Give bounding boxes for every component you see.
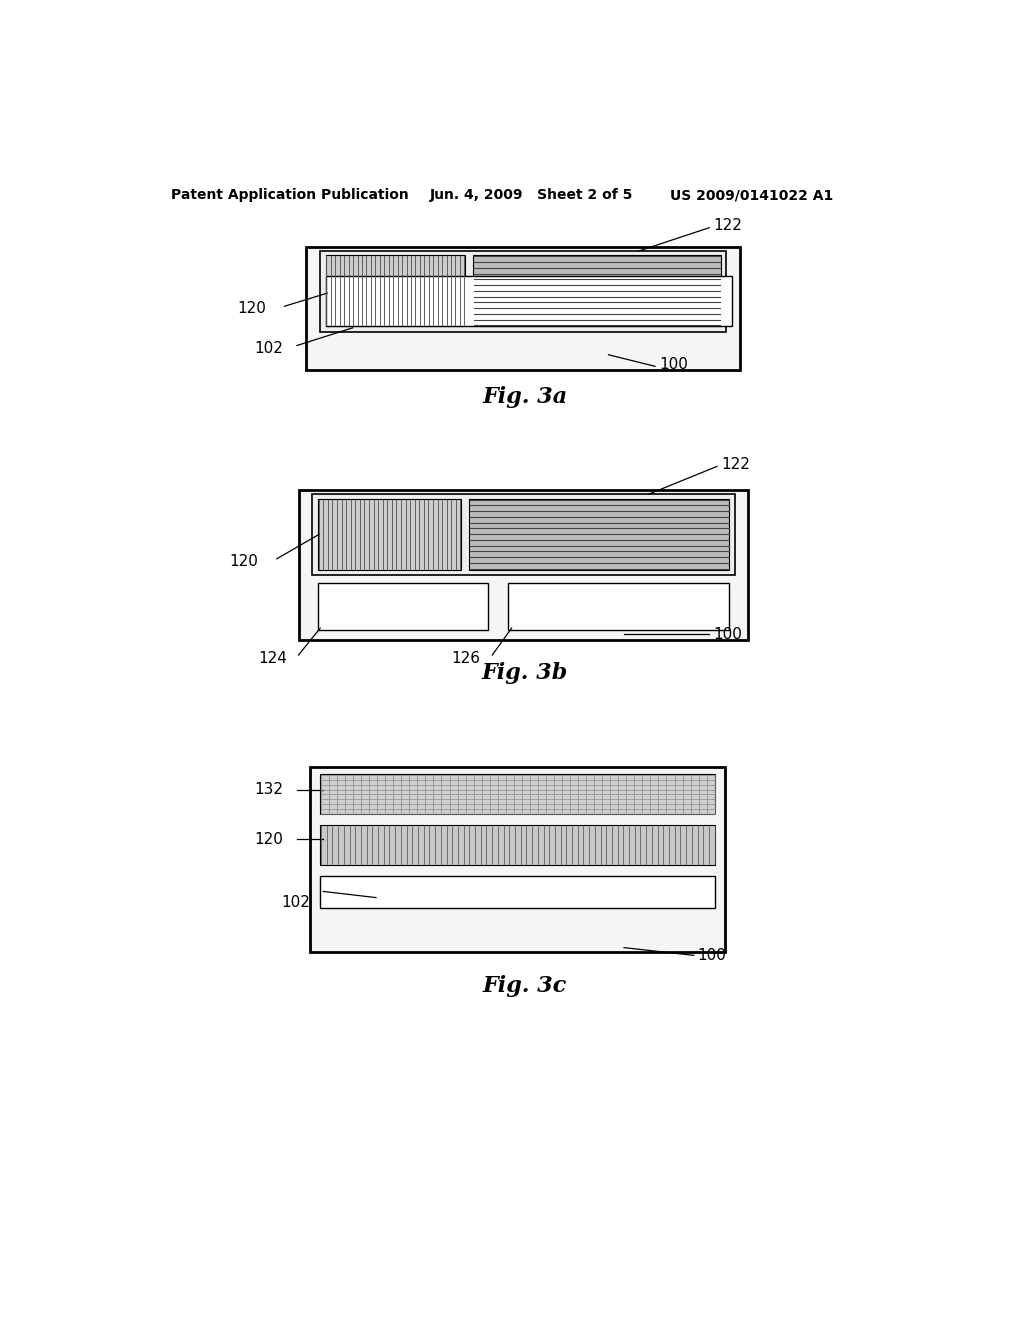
Text: 124: 124 bbox=[258, 651, 287, 667]
Text: 122: 122 bbox=[721, 457, 750, 471]
Text: 132: 132 bbox=[254, 783, 283, 797]
Bar bbox=[321, 876, 716, 908]
Text: 126: 126 bbox=[452, 651, 480, 667]
Text: Fig. 3b: Fig. 3b bbox=[481, 661, 568, 684]
Bar bbox=[326, 276, 732, 326]
Bar bbox=[310, 767, 725, 952]
Text: US 2009/0141022 A1: US 2009/0141022 A1 bbox=[671, 189, 834, 202]
Text: 100: 100 bbox=[713, 627, 742, 642]
Bar bbox=[321, 251, 726, 331]
Bar bbox=[317, 583, 488, 630]
Bar bbox=[469, 499, 729, 570]
Text: 100: 100 bbox=[659, 358, 688, 372]
Bar bbox=[321, 825, 716, 866]
Bar bbox=[321, 775, 716, 814]
Text: Fig. 3c: Fig. 3c bbox=[482, 975, 567, 997]
Text: 102: 102 bbox=[282, 895, 310, 911]
Text: 120: 120 bbox=[238, 301, 266, 315]
Text: Patent Application Publication: Patent Application Publication bbox=[171, 189, 409, 202]
Text: 120: 120 bbox=[229, 553, 258, 569]
Text: Jun. 4, 2009   Sheet 2 of 5: Jun. 4, 2009 Sheet 2 of 5 bbox=[430, 189, 634, 202]
Bar bbox=[473, 256, 721, 326]
Bar bbox=[306, 247, 740, 370]
Bar bbox=[299, 490, 748, 640]
Text: Fig. 3a: Fig. 3a bbox=[482, 385, 567, 408]
Bar bbox=[508, 583, 729, 630]
Text: 102: 102 bbox=[254, 341, 283, 356]
Text: 100: 100 bbox=[697, 948, 726, 962]
Text: 120: 120 bbox=[254, 832, 283, 846]
Text: 122: 122 bbox=[713, 218, 742, 232]
Bar bbox=[312, 494, 735, 576]
Bar bbox=[317, 499, 461, 570]
Bar bbox=[326, 256, 465, 326]
